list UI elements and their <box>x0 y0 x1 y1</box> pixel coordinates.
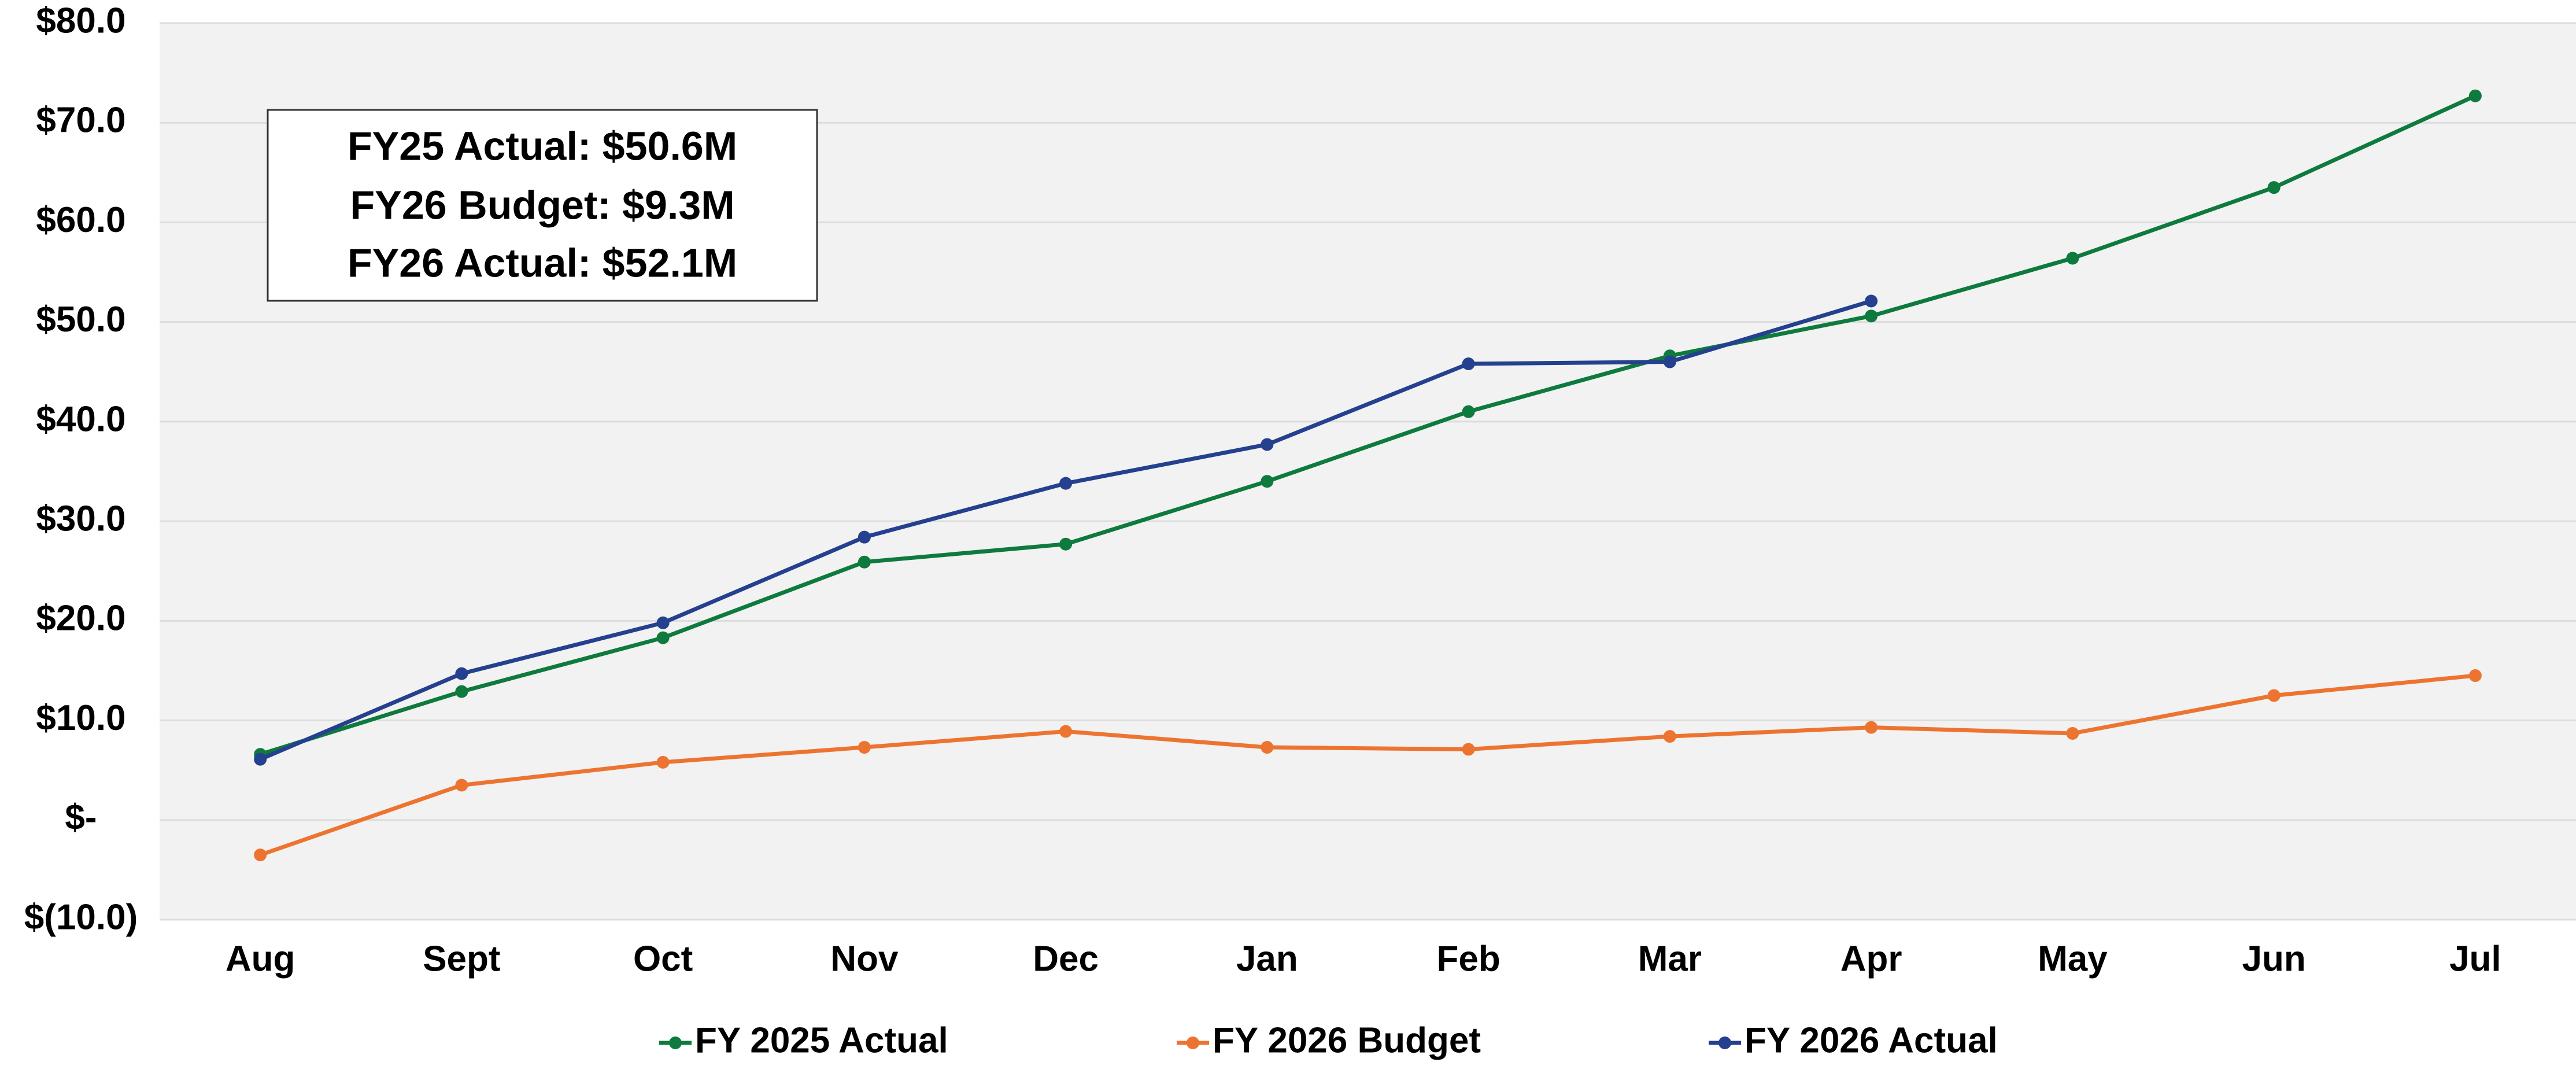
x-tick-label: Jul <box>2449 939 2501 979</box>
data-point <box>1261 438 1274 451</box>
data-point <box>656 616 670 629</box>
data-point <box>2066 726 2079 740</box>
data-point <box>254 849 267 862</box>
series-line <box>260 94 2477 757</box>
data-point <box>2468 669 2482 683</box>
x-tick-label: Sept <box>423 939 500 979</box>
data-point <box>1663 355 1676 368</box>
legend-swatch <box>1718 1037 1731 1049</box>
y-tick-label: $70.0 <box>36 101 125 141</box>
data-point <box>656 755 670 769</box>
legend-label: FY 2025 Actual <box>695 1020 948 1060</box>
legend-label: FY 2026 Actual <box>1745 1020 1998 1060</box>
data-point <box>2267 689 2281 702</box>
x-tick-label: Nov <box>830 939 899 979</box>
data-point <box>1865 294 1878 308</box>
x-tick-label: Mar <box>1638 939 1702 979</box>
data-point <box>1059 725 1073 738</box>
y-tick-label: $20.0 <box>36 599 125 639</box>
data-point <box>1462 743 1475 756</box>
series <box>254 89 2482 862</box>
annotation: FY26 Budget: $9.3M <box>350 182 734 227</box>
data-point <box>1261 741 1274 754</box>
data-point <box>2066 252 2079 265</box>
data-point <box>2267 181 2281 194</box>
data-point <box>858 530 871 544</box>
data-point <box>2468 89 2482 102</box>
data-point <box>1865 721 1878 734</box>
x-tick-label: Apr <box>1840 939 1902 979</box>
x-tick-label: Aug <box>226 939 295 979</box>
data-point <box>254 753 267 766</box>
series-line <box>259 673 2476 857</box>
y-tick-label: $40.0 <box>36 399 125 439</box>
y-tick-label: $(10.0) <box>24 897 138 937</box>
y-tick-label: $50.0 <box>36 300 125 340</box>
legend-label: FY 2026 Budget <box>1213 1020 1481 1060</box>
data-point <box>858 555 871 569</box>
data-point <box>1261 475 1274 488</box>
data-point <box>858 741 871 754</box>
x-tick-label: Feb <box>1437 939 1500 979</box>
data-point <box>656 631 670 644</box>
x-tick-label: Dec <box>1033 939 1099 979</box>
x-tick-label: Jun <box>2242 939 2306 979</box>
data-point <box>1462 357 1475 370</box>
data-point <box>455 667 468 680</box>
annotation: FY26 Actual: $52.1M <box>348 240 737 285</box>
data-point <box>1059 477 1073 490</box>
data-point <box>455 685 468 698</box>
data-point <box>1865 309 1878 323</box>
legend-swatch <box>669 1037 682 1049</box>
y-tick-label: $30.0 <box>36 499 125 538</box>
y-tick-label: $10.0 <box>36 698 125 738</box>
x-tick-label: Oct <box>633 939 693 979</box>
annotation: FY25 Actual: $50.6M <box>348 123 737 168</box>
y-tick-label: $60.0 <box>36 200 125 240</box>
y-tick-label: $80.0 <box>36 1 125 40</box>
data-point <box>1059 537 1073 551</box>
legend-swatch <box>1187 1037 1199 1049</box>
data-point <box>1663 730 1676 743</box>
data-point <box>455 779 468 792</box>
annotation-box <box>267 109 818 302</box>
y-tick-label: $- <box>65 798 97 838</box>
x-tick-label: Jan <box>1236 939 1298 979</box>
x-tick-label: May <box>2038 939 2108 979</box>
data-point <box>1462 405 1475 418</box>
